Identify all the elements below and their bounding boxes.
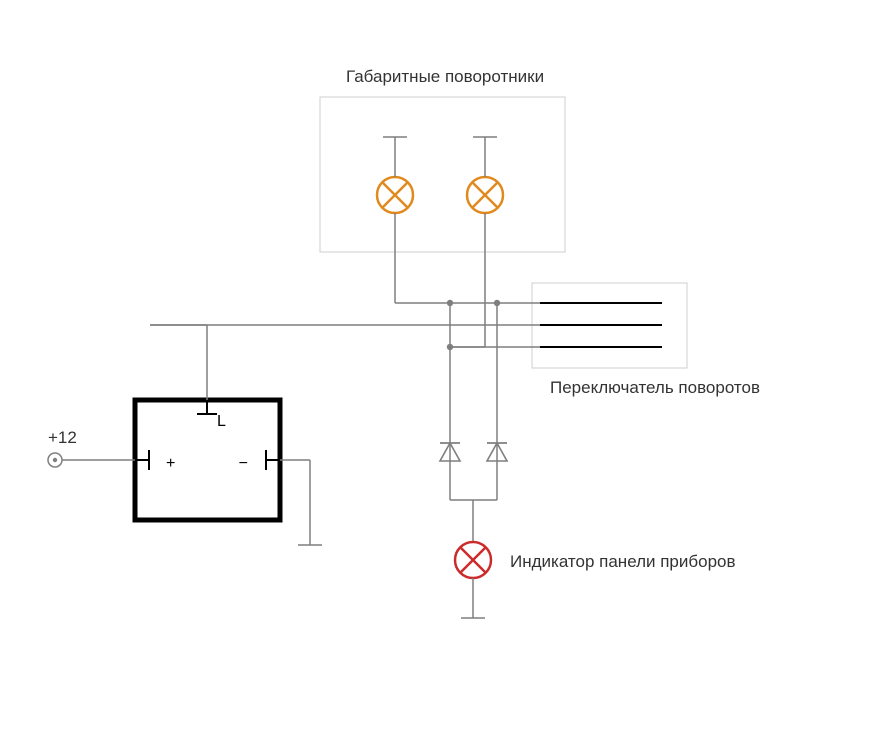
relay-terminal-plus: + <box>166 455 175 472</box>
relay-terminal-minus: − <box>239 455 248 472</box>
turn-signal-box <box>320 97 565 252</box>
relay-box <box>135 400 280 520</box>
indicator-label: Индикатор панели приборов <box>510 552 736 571</box>
switch-label: Переключатель поворотов <box>550 378 760 397</box>
schematic-canvas: Габаритные поворотники Переключатель пово… <box>0 0 890 735</box>
schematic-svg: Габаритные поворотники Переключатель пово… <box>0 0 890 735</box>
relay-terminal-l: L <box>217 413 226 430</box>
plus12-label: +12 <box>48 428 77 447</box>
turn-signal-label: Габаритные поворотники <box>346 67 544 86</box>
